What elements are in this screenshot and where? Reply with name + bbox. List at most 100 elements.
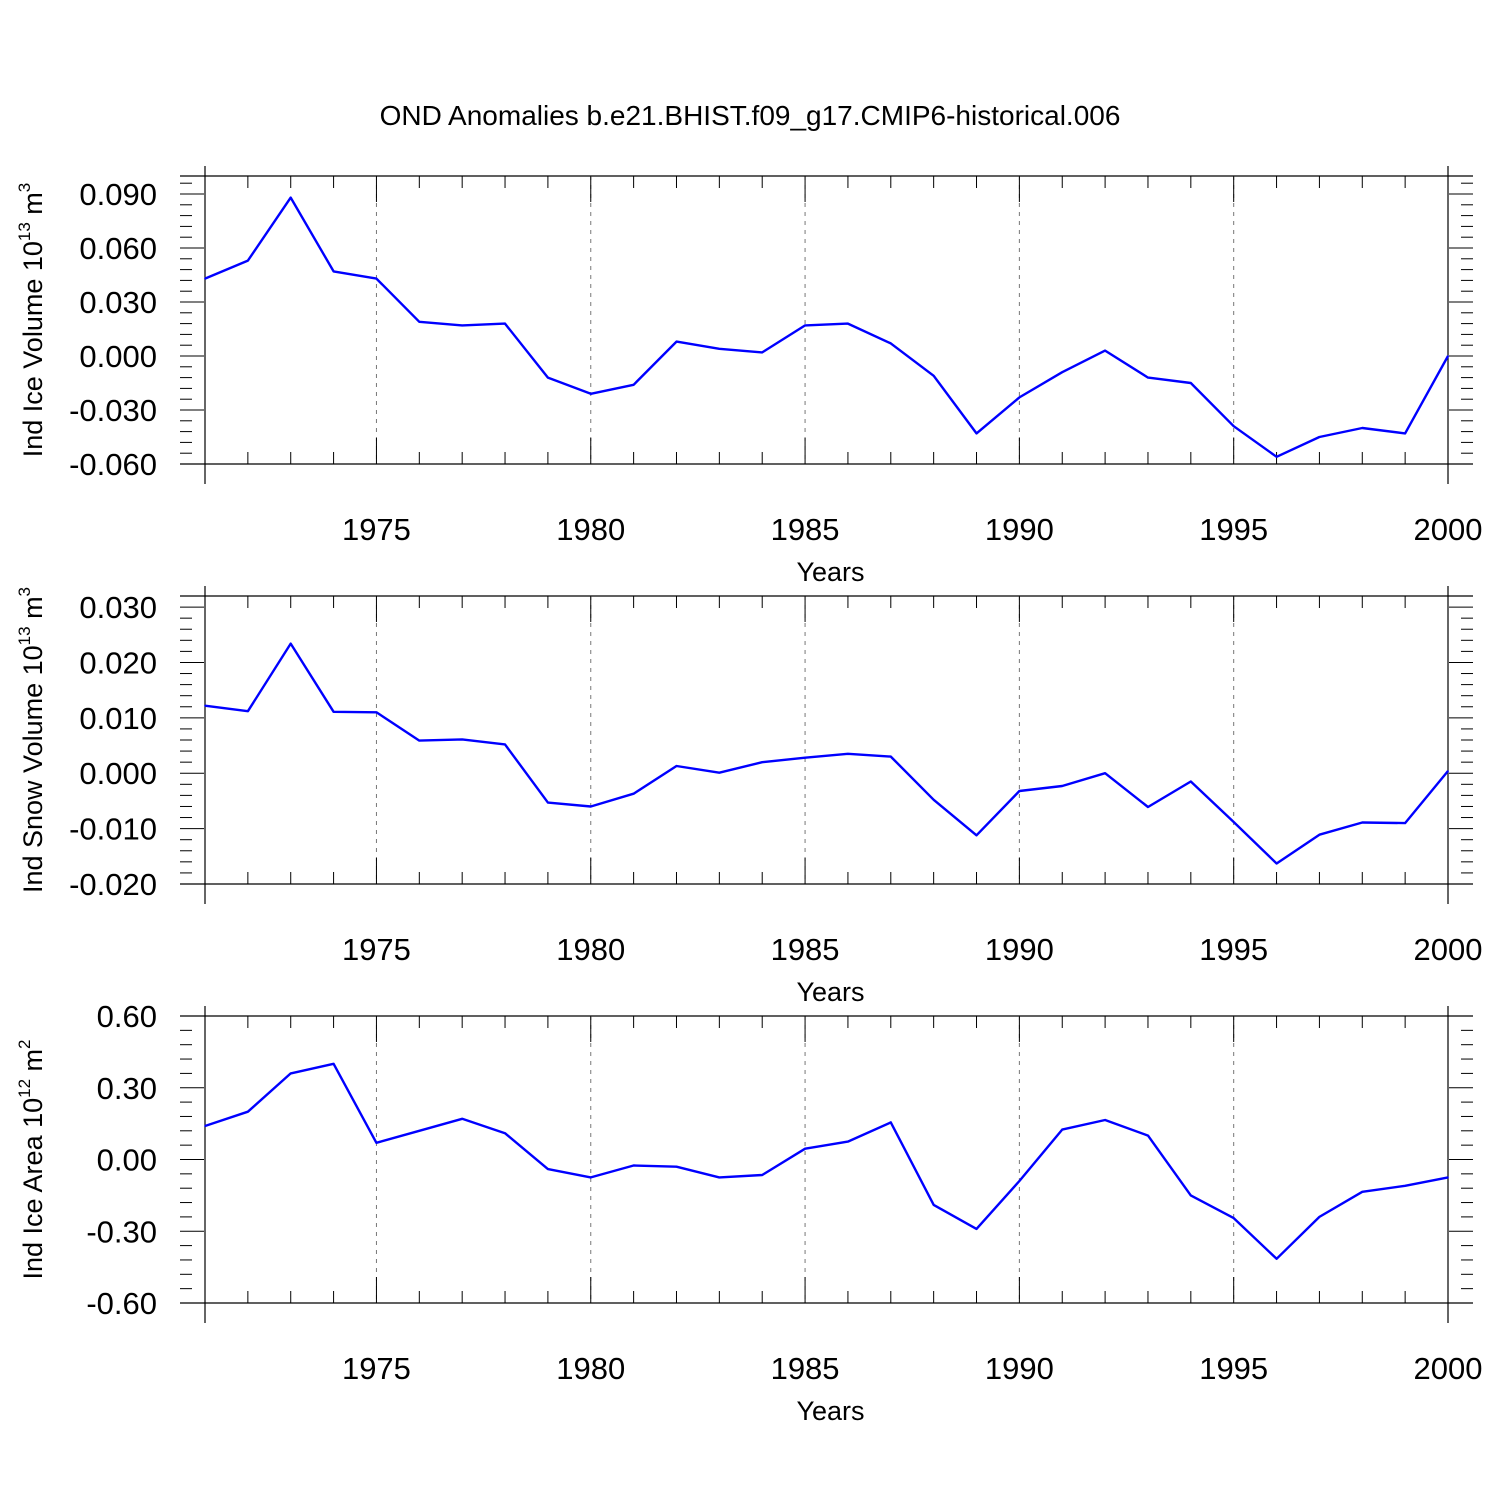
panel-1: -0.060 -0.030 0.000 0.030 0.060 0.090 1975 1980… — [15, 166, 1482, 587]
data-point — [547, 801, 549, 804]
y-tick-label: 0.090 — [79, 177, 157, 212]
data-point — [332, 1063, 335, 1065]
data-point — [1018, 1180, 1021, 1182]
series-line — [204, 642, 1449, 865]
y-tick-label: 0.030 — [79, 285, 157, 320]
data-point — [804, 1147, 806, 1150]
data-point — [461, 1118, 463, 1120]
x-tick-label: 1975 — [342, 512, 411, 547]
data-point — [1147, 806, 1149, 808]
data-point — [1275, 1257, 1278, 1260]
x-axis-label: Years — [796, 977, 864, 1007]
data-point — [889, 342, 892, 345]
data-point — [204, 1125, 206, 1127]
data-point — [1104, 1119, 1106, 1121]
x-tick-label: 1995 — [1199, 1351, 1268, 1386]
data-point — [718, 1176, 721, 1179]
data-point — [1232, 1217, 1235, 1219]
data-point — [289, 1072, 292, 1075]
data-point — [804, 756, 806, 759]
data-point — [1018, 790, 1021, 792]
data-point — [761, 351, 764, 354]
data-point — [418, 1130, 421, 1132]
data-point — [375, 277, 378, 280]
data-point — [1061, 1128, 1064, 1131]
data-point — [1447, 770, 1449, 772]
data-point — [504, 322, 506, 325]
chart-title: OND Anomalies b.e21.BHIST.f09_g17.CMIP6-… — [380, 100, 1121, 131]
y-tick-label: 0.000 — [79, 756, 157, 791]
data-point — [1232, 425, 1235, 428]
data-point — [504, 1132, 506, 1134]
data-point — [1361, 1190, 1364, 1193]
data-point — [332, 270, 335, 273]
data-point — [589, 1176, 592, 1179]
data-point — [375, 711, 378, 714]
data-point — [804, 324, 806, 327]
data-point — [1447, 1176, 1449, 1179]
data-point — [1147, 1134, 1149, 1137]
x-tick-label: 1985 — [771, 512, 840, 547]
x-tick-label: 2000 — [1414, 932, 1483, 967]
data-point — [547, 376, 549, 379]
data-point — [1318, 436, 1321, 438]
x-tick-label: 1995 — [1199, 512, 1268, 547]
data-point — [204, 277, 206, 280]
data-point — [1190, 780, 1192, 783]
data-point — [718, 348, 721, 350]
data-point — [1061, 371, 1064, 374]
data-point — [847, 322, 849, 325]
data-point — [675, 1165, 678, 1168]
data-point — [1190, 382, 1192, 384]
y-tick-label: 0.60 — [97, 999, 157, 1034]
x-tick-label: 1980 — [556, 512, 625, 547]
data-point — [1190, 1194, 1192, 1197]
series-line — [204, 196, 1450, 458]
y-axis-label: Ind Snow Volume 1013 m3 — [15, 587, 48, 893]
x-tick-label: 1995 — [1199, 932, 1268, 967]
data-point — [247, 259, 249, 262]
data-point — [504, 743, 506, 746]
data-point — [761, 761, 764, 763]
data-point — [1361, 427, 1364, 429]
data-point — [461, 324, 463, 327]
data-point — [975, 1228, 978, 1230]
data-point — [1018, 396, 1021, 399]
y-tick-label: 0.000 — [79, 339, 157, 374]
data-point — [675, 765, 678, 767]
data-point — [418, 739, 421, 742]
data-point — [847, 1140, 849, 1143]
series-line — [204, 1062, 1449, 1261]
data-point — [1361, 821, 1364, 824]
data-point — [1318, 833, 1321, 836]
y-tick-label: -0.020 — [69, 867, 157, 902]
x-tick-label: 1980 — [556, 932, 625, 967]
data-point — [547, 1168, 549, 1170]
panel-2: -0.020 -0.010 0.000 0.010 0.020 0.030 1975 1980… — [15, 586, 1482, 1007]
data-point — [1232, 821, 1235, 823]
x-tick-label: 1980 — [556, 1351, 625, 1386]
data-point — [589, 393, 592, 395]
x-tick-label: 1985 — [771, 932, 840, 967]
x-tick-label: 1990 — [985, 1351, 1054, 1386]
data-point — [932, 1204, 935, 1206]
data-point — [461, 738, 463, 741]
data-point — [761, 1174, 764, 1176]
x-tick-label: 2000 — [1414, 512, 1483, 547]
y-tick-label: -0.30 — [86, 1214, 157, 1249]
y-tick-label: -0.030 — [69, 393, 157, 428]
data-point — [1404, 432, 1406, 435]
data-point — [204, 704, 206, 707]
data-point — [632, 792, 635, 795]
x-tick-label: 1990 — [985, 512, 1054, 547]
x-tick-label: 1975 — [342, 932, 411, 967]
x-tick-label: 1985 — [771, 1351, 840, 1386]
data-point — [1104, 772, 1106, 775]
data-point — [675, 340, 678, 343]
panel-3: -0.60 -0.30 0.00 0.30 0.60 1975 1980 1985 1990 19… — [15, 999, 1482, 1426]
y-tick-label: 0.060 — [79, 231, 157, 266]
data-point — [632, 1164, 635, 1167]
data-point — [1147, 376, 1149, 379]
y-tick-label: 0.00 — [97, 1143, 157, 1178]
